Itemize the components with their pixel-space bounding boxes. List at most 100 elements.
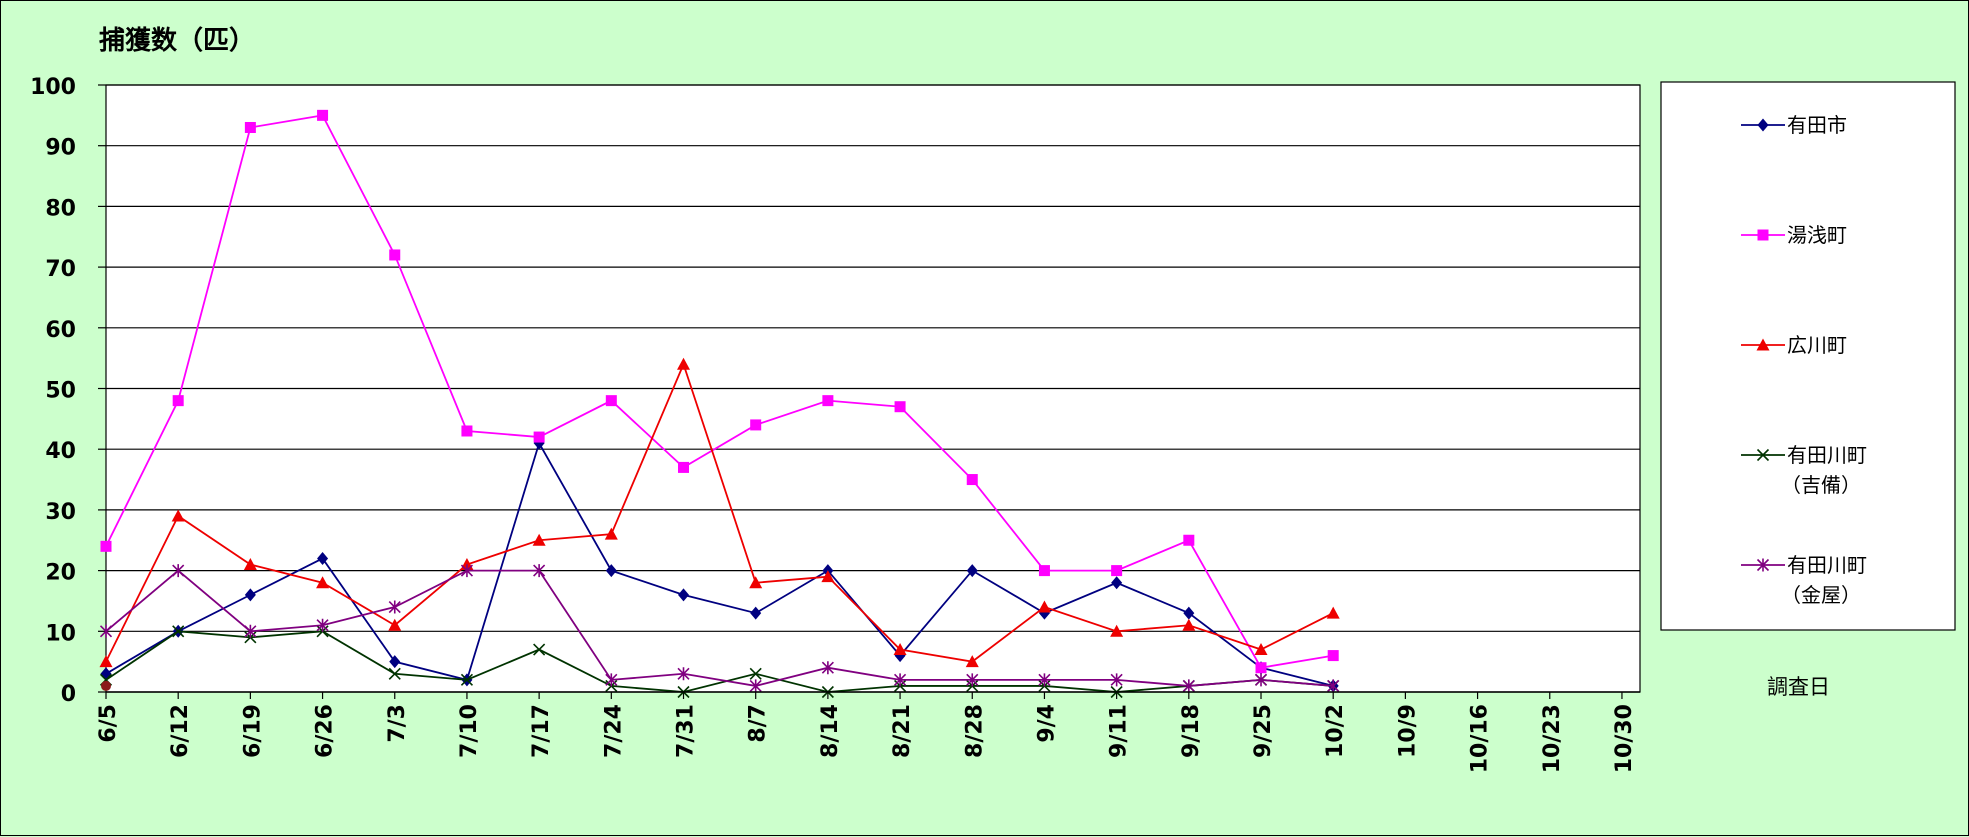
- y-tick-label: 100: [30, 75, 76, 100]
- data-point: [1327, 650, 1339, 662]
- data-point: [894, 401, 906, 413]
- legend-entry-2: 湯浅町: [1741, 223, 1847, 247]
- series-line: [105, 114, 1334, 669]
- legend-label-line2: （吉備）: [1781, 473, 1861, 497]
- data-point: [966, 564, 978, 578]
- data-point: [822, 395, 834, 407]
- data-point: [1255, 662, 1267, 674]
- legend-label-line2: （金屋）: [1781, 583, 1861, 607]
- data-point: [894, 673, 907, 687]
- data-point: [388, 600, 401, 614]
- y-tick-label: 10: [45, 621, 76, 646]
- data-point: [460, 564, 474, 578]
- legend-entry-4: 有田川町 （吉備）: [1741, 443, 1867, 497]
- plot-area: 0 10 20 30 40 50 60 70 80 90 100 6/5 6/12 6/19 6/26 7/3…: [30, 75, 1641, 773]
- data-point: [1327, 679, 1340, 693]
- x-tick-label: 8/14: [818, 704, 843, 758]
- data-point: [100, 540, 112, 552]
- data-point: [533, 431, 545, 443]
- y-tick-label: 50: [45, 379, 76, 404]
- x-tick-label: 8/21: [890, 704, 915, 758]
- data-point: [1038, 673, 1051, 687]
- x-tick-label: 6/26: [313, 704, 338, 758]
- data-point: [893, 643, 907, 656]
- data-point: [1182, 618, 1196, 631]
- data-point: [1757, 229, 1769, 241]
- x-tick-label: 10/16: [1468, 704, 1493, 773]
- data-point: [244, 588, 256, 602]
- data-point: [1326, 606, 1340, 619]
- data-point: [965, 655, 979, 668]
- x-tick-label: 9/11: [1107, 704, 1132, 758]
- x-tick-label: 6/12: [168, 704, 193, 758]
- data-point: [821, 661, 834, 675]
- x-tick-label: 9/4: [1034, 704, 1059, 743]
- y-tick-label: 30: [45, 500, 76, 525]
- x-tick-label: 6/5: [96, 704, 121, 743]
- data-point: [533, 564, 546, 578]
- data-point: [389, 655, 401, 669]
- data-point: [749, 576, 763, 589]
- data-point: [388, 618, 402, 631]
- legend-label: 湯浅町: [1787, 223, 1847, 247]
- data-point: [244, 624, 257, 638]
- origin-marker: [101, 680, 111, 691]
- data-point: [966, 474, 978, 486]
- legend-box: [1660, 81, 1956, 631]
- data-point: [1182, 679, 1195, 693]
- y-tick-label: 0: [61, 682, 76, 707]
- data-point: [1111, 565, 1123, 577]
- data-point: [317, 551, 329, 565]
- x-tick-label: 7/10: [457, 704, 482, 758]
- data-point: [1183, 606, 1195, 620]
- x-tick-label: 8/7: [746, 704, 771, 743]
- legend-entry-3: 広川町: [1741, 333, 1847, 357]
- x-tick-label: 7/24: [601, 704, 626, 758]
- data-point: [1038, 565, 1050, 577]
- data-point: [1756, 338, 1770, 351]
- data-point: [172, 564, 185, 578]
- data-point: [99, 624, 113, 638]
- legend-entry-5: 有田川町 （金屋）: [1741, 553, 1867, 607]
- data-point: [1756, 448, 1770, 462]
- data-point: [172, 395, 184, 407]
- data-point: [1254, 643, 1268, 656]
- x-tick-label: 7/17: [529, 704, 554, 758]
- data-point: [821, 570, 835, 583]
- legend-entry-1: 有田市: [1741, 113, 1847, 137]
- x-tick-label: 10/30: [1612, 704, 1637, 773]
- data-point: [317, 109, 329, 121]
- x-tick-label: 10/9: [1395, 704, 1420, 758]
- y-tick-label: 80: [45, 196, 76, 221]
- y-tick-label: 70: [45, 257, 76, 282]
- y-tick-label: 40: [45, 439, 76, 464]
- data-point: [1037, 600, 1051, 613]
- data-point: [1111, 576, 1123, 590]
- x-tick-label: 7/31: [674, 704, 699, 758]
- data-point: [243, 558, 257, 571]
- data-point: [244, 121, 256, 133]
- data-point: [750, 606, 762, 620]
- x-tick-label: 10/2: [1323, 704, 1348, 758]
- data-point: [389, 249, 401, 261]
- x-tick-label: 8/28: [962, 704, 987, 758]
- data-point: [750, 419, 762, 431]
- data-point: [1756, 558, 1770, 572]
- y-axis-title: 捕獲数（匹）: [99, 26, 255, 56]
- data-point: [316, 576, 330, 589]
- legend-label: 有田川町: [1787, 553, 1867, 577]
- data-point: [1254, 673, 1268, 687]
- x-tick-label: 7/3: [385, 704, 410, 743]
- x-tick-label: 6/19: [240, 704, 265, 758]
- y-tick-label: 20: [45, 561, 76, 586]
- data-point: [1110, 624, 1124, 637]
- series-line: [105, 361, 1334, 663]
- x-tick-label: 9/25: [1251, 704, 1276, 758]
- y-tick-label: 60: [45, 318, 76, 343]
- x-tick-label: 10/23: [1540, 704, 1565, 773]
- data-point: [171, 509, 185, 522]
- data-point: [316, 618, 329, 632]
- data-point: [966, 673, 979, 687]
